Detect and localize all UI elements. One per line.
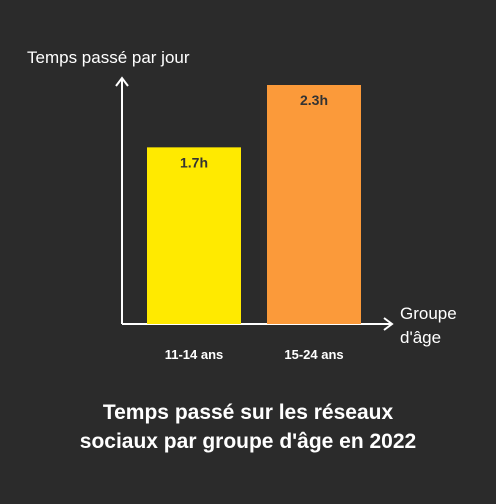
- chart-title-line-1: Temps passé sur les réseaux: [102, 401, 394, 424]
- y-axis-label: Temps passé par jour: [27, 48, 190, 67]
- chart-title: Temps passé sur les réseaux sociaux par …: [0, 398, 496, 456]
- bar-value-label: 1.7h: [180, 154, 208, 170]
- x-tick-label: 11-14 ans: [165, 347, 224, 362]
- x-axis-label: Groupe d'âge: [400, 302, 457, 350]
- chart-title-line-2: sociaux par groupe d'âge en 2022: [79, 430, 417, 453]
- bar-11-14 ans: [147, 147, 241, 324]
- x-tick-label: 15-24 ans: [284, 347, 343, 362]
- bar-value-label: 2.3h: [300, 92, 328, 108]
- x-axis-arrow-icon: [383, 317, 394, 331]
- x-axis-label-line-1: Groupe: [400, 304, 457, 323]
- x-axis-label-line-2: d'âge: [400, 328, 442, 347]
- bars: 1.7h 11-14 ans 2.3h 15-24 ans: [147, 85, 361, 362]
- bar-15-24 ans: [267, 85, 361, 324]
- y-axis-arrow-icon: [115, 76, 129, 87]
